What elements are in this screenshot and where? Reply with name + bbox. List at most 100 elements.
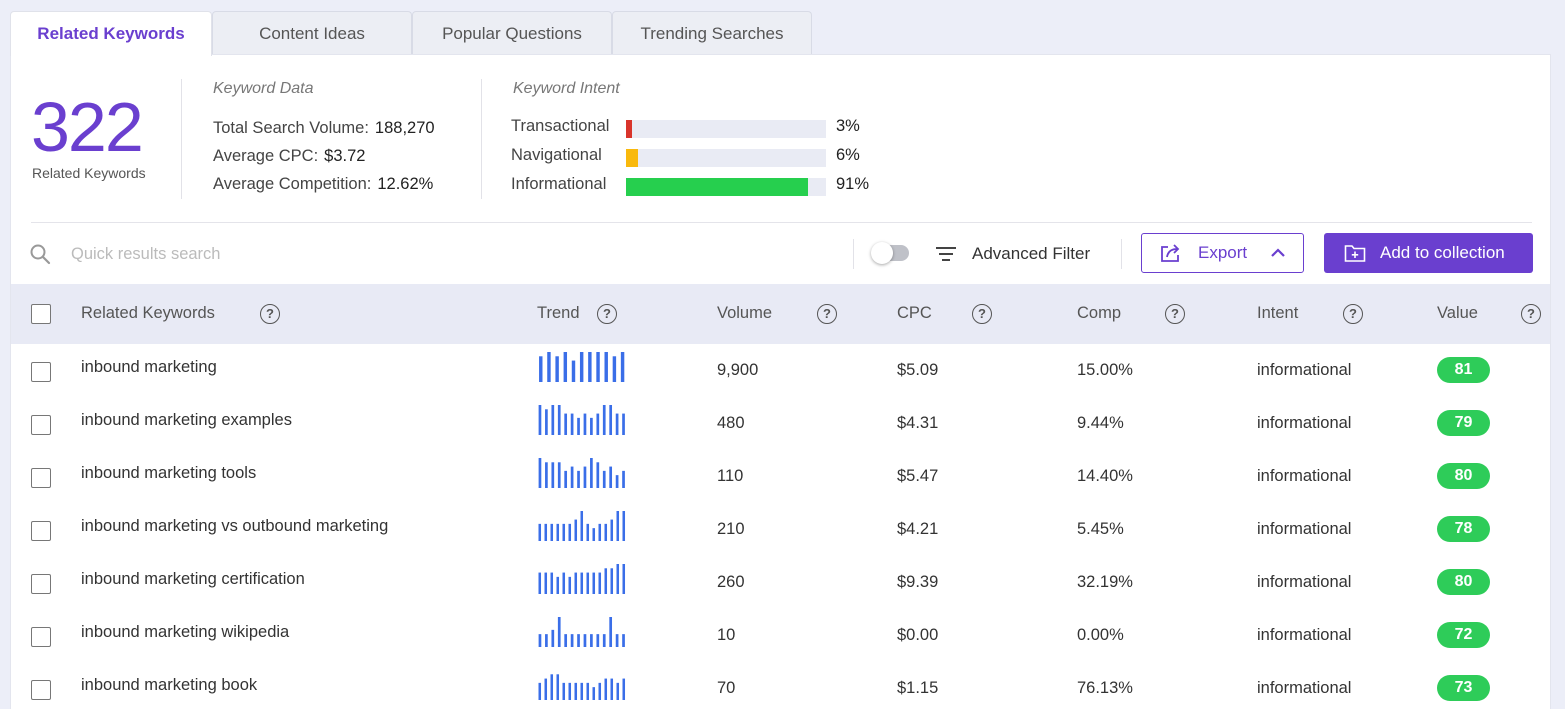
- tab-popular-questions[interactable]: Popular Questions: [412, 11, 612, 55]
- cell-keyword[interactable]: inbound marketing certification: [81, 570, 305, 588]
- keyword-intent-title: Keyword Intent: [513, 80, 620, 97]
- trend-bar: [622, 634, 625, 647]
- intent-label: Informational: [511, 175, 607, 193]
- advanced-filter-label: Advanced Filter: [972, 244, 1091, 263]
- divider: [31, 222, 1532, 223]
- trend-bar: [568, 576, 572, 594]
- cell-intent: informational: [1257, 467, 1352, 485]
- table-row[interactable]: inbound marketing 9,900 $5.09 15.00% inf…: [11, 344, 1550, 397]
- intent-transactional: Transactional 3%: [511, 117, 911, 139]
- cell-comp: 14.40%: [1077, 467, 1133, 485]
- col-header-trend[interactable]: Trend: [537, 304, 580, 323]
- col-header-volume[interactable]: Volume: [717, 304, 772, 323]
- col-header-intent[interactable]: Intent: [1257, 304, 1298, 323]
- trend-bar: [609, 466, 613, 488]
- row-checkbox[interactable]: [31, 468, 51, 488]
- trend-bar: [564, 470, 568, 488]
- tab-related-keywords[interactable]: Related Keywords: [10, 11, 212, 56]
- intent-percent: 91%: [836, 175, 870, 193]
- cell-cpc: $4.31: [897, 414, 939, 432]
- trend-bar: [563, 352, 568, 382]
- trend-bar: [538, 523, 542, 541]
- results-panel: 322 Related Keywords Keyword Data Total …: [10, 54, 1551, 709]
- help-icon[interactable]: ?: [597, 304, 617, 324]
- cell-keyword[interactable]: inbound marketing tools: [81, 464, 257, 482]
- filter-toggle[interactable]: [871, 242, 909, 264]
- help-icon[interactable]: ?: [1343, 304, 1363, 324]
- intent-bar-track: [626, 120, 826, 138]
- cell-keyword[interactable]: inbound marketing wikipedia: [81, 623, 290, 641]
- trend-bar: [610, 678, 614, 700]
- tab-trending-searches[interactable]: Trending Searches: [612, 11, 812, 55]
- row-checkbox[interactable]: [31, 521, 51, 541]
- table-row[interactable]: inbound marketing examples 480 $4.31 9.4…: [11, 397, 1550, 450]
- cell-keyword[interactable]: inbound marketing vs outbound marketing: [81, 517, 389, 535]
- trend-bar: [568, 682, 572, 700]
- row-checkbox[interactable]: [31, 680, 51, 700]
- trend-bar: [571, 360, 576, 382]
- cell-comp: 76.13%: [1077, 679, 1133, 697]
- trend-sparkline: [539, 352, 625, 382]
- help-icon[interactable]: ?: [260, 304, 280, 324]
- trend-bar: [557, 462, 561, 488]
- average-competition: Average Competition: 12.62%: [213, 175, 433, 194]
- trend-sparkline: [538, 617, 625, 647]
- help-icon[interactable]: ?: [972, 304, 992, 324]
- trend-bar: [590, 458, 593, 488]
- cell-volume: 9,900: [717, 361, 759, 379]
- trend-bar: [580, 682, 584, 700]
- help-icon[interactable]: ?: [1165, 304, 1185, 324]
- summary-section: 322 Related Keywords Keyword Data Total …: [11, 55, 1550, 223]
- intent-label: Navigational: [511, 146, 602, 164]
- trend-bar: [556, 674, 560, 700]
- cell-keyword[interactable]: inbound marketing examples: [81, 411, 292, 429]
- row-checkbox[interactable]: [31, 415, 51, 435]
- col-header-comp[interactable]: Comp: [1077, 304, 1121, 323]
- cell-volume: 110: [717, 467, 744, 485]
- table-row[interactable]: inbound marketing book 70 $1.15 76.13% i…: [11, 662, 1550, 709]
- col-header-keyword[interactable]: Related Keywords: [81, 304, 215, 323]
- cell-cpc: $1.15: [897, 679, 939, 697]
- trend-sparkline: [538, 458, 625, 488]
- trend-sparkline: [538, 511, 626, 541]
- export-button[interactable]: Export: [1141, 233, 1304, 273]
- trend-bar: [592, 687, 596, 700]
- trend-bar: [592, 572, 596, 594]
- trend-bar: [574, 572, 578, 594]
- table-row[interactable]: inbound marketing wikipedia 10 $0.00 0.0…: [11, 609, 1550, 662]
- help-icon[interactable]: ?: [817, 304, 837, 324]
- help-icon[interactable]: ?: [1521, 304, 1541, 324]
- cell-keyword[interactable]: inbound marketing book: [81, 676, 258, 694]
- col-header-label: Comp: [1077, 304, 1122, 322]
- cell-keyword[interactable]: inbound marketing: [81, 358, 217, 376]
- trend-bar: [538, 682, 542, 700]
- trend-bar: [610, 568, 614, 594]
- table-row[interactable]: inbound marketing certification 260 $9.3…: [11, 556, 1550, 609]
- tab-content-ideas[interactable]: Content Ideas: [212, 11, 412, 55]
- total-search-volume: Total Search Volume: 188,270: [213, 119, 435, 138]
- col-header-cpc[interactable]: CPC: [897, 304, 932, 323]
- row-checkbox[interactable]: [31, 627, 51, 647]
- value-badge: 72: [1437, 622, 1490, 648]
- quick-search-input[interactable]: [71, 239, 571, 269]
- cell-comp: 32.19%: [1077, 573, 1133, 591]
- value-badge: 78: [1437, 516, 1490, 542]
- trend-bar: [616, 511, 620, 541]
- col-header-value[interactable]: Value: [1437, 304, 1478, 323]
- trend-bar: [590, 417, 593, 435]
- trend-bar: [604, 352, 608, 382]
- table-row[interactable]: inbound marketing vs outbound marketing …: [11, 503, 1550, 556]
- average-cpc: Average CPC: $3.72: [213, 147, 365, 166]
- table-row[interactable]: inbound marketing tools 110 $5.47 14.40%…: [11, 450, 1550, 503]
- trend-bar: [579, 352, 584, 382]
- trend-bar: [545, 462, 548, 488]
- cell-comp: 9.44%: [1077, 414, 1124, 432]
- cell-cpc: $0.00: [897, 626, 939, 644]
- trend-bar: [586, 523, 590, 541]
- row-checkbox[interactable]: [31, 362, 51, 382]
- row-checkbox[interactable]: [31, 574, 51, 594]
- advanced-filter-button[interactable]: Advanced Filter: [936, 239, 1090, 269]
- select-all-checkbox[interactable]: [31, 304, 51, 324]
- add-to-collection-button[interactable]: Add to collection: [1324, 233, 1533, 273]
- trend-bar: [544, 572, 548, 594]
